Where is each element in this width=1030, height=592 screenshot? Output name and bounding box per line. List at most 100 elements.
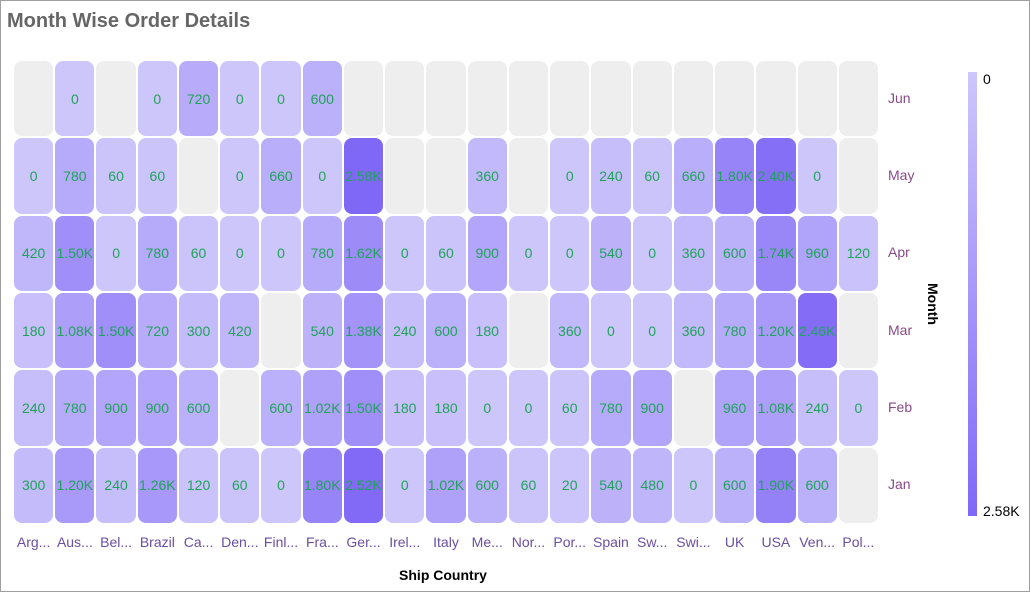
heatmap-cell[interactable]: 0 <box>14 138 54 214</box>
heatmap-cell[interactable]: 0 <box>591 293 631 369</box>
heatmap-cell[interactable]: 360 <box>550 293 590 369</box>
heatmap-cell[interactable]: 60 <box>632 138 672 214</box>
heatmap-cell[interactable]: 1.62K <box>343 215 384 291</box>
heatmap-cell[interactable]: 0 <box>220 215 260 291</box>
heatmap-cell[interactable] <box>508 138 549 214</box>
heatmap-cell[interactable]: 0 <box>220 138 260 214</box>
heatmap-cell[interactable]: 720 <box>137 293 177 369</box>
heatmap-cell[interactable]: 300 <box>14 447 54 523</box>
heatmap-cell[interactable] <box>508 293 549 369</box>
heatmap-cell[interactable] <box>14 61 54 137</box>
heatmap-cell[interactable]: 360 <box>673 293 714 369</box>
heatmap-cell[interactable]: 0 <box>838 370 878 446</box>
heatmap-cell[interactable]: 60 <box>550 370 590 446</box>
heatmap-cell[interactable]: 0 <box>261 215 301 291</box>
heatmap-cell[interactable]: 600 <box>715 215 755 291</box>
heatmap-cell[interactable] <box>385 138 425 214</box>
heatmap-cell[interactable]: 2.40K <box>756 138 796 214</box>
heatmap-cell[interactable]: 0 <box>673 447 714 523</box>
heatmap-cell[interactable]: 1.02K <box>426 447 466 523</box>
heatmap-cell[interactable]: 300 <box>178 293 219 369</box>
heatmap-cell[interactable]: 2.58K <box>343 138 384 214</box>
heatmap-cell[interactable]: 600 <box>467 447 507 523</box>
heatmap-cell[interactable] <box>591 61 631 137</box>
heatmap-cell[interactable]: 780 <box>55 138 95 214</box>
heatmap-cell[interactable]: 780 <box>137 215 177 291</box>
heatmap-cell[interactable]: 1.90K <box>756 447 796 523</box>
heatmap-cell[interactable]: 0 <box>508 215 549 291</box>
heatmap-cell[interactable]: 60 <box>426 215 466 291</box>
heatmap-cell[interactable]: 1.08K <box>756 370 796 446</box>
heatmap-cell[interactable] <box>632 61 672 137</box>
heatmap-cell[interactable] <box>426 138 466 214</box>
heatmap-cell[interactable]: 120 <box>178 447 219 523</box>
heatmap-cell[interactable] <box>715 61 755 137</box>
heatmap-cell[interactable] <box>261 293 301 369</box>
heatmap-cell[interactable] <box>343 61 384 137</box>
heatmap-cell[interactable]: 540 <box>302 293 342 369</box>
heatmap-cell[interactable]: 360 <box>673 215 714 291</box>
heatmap-cell[interactable]: 660 <box>261 138 301 214</box>
heatmap-cell[interactable]: 0 <box>302 138 342 214</box>
heatmap-cell[interactable] <box>756 61 796 137</box>
heatmap-cell[interactable]: 480 <box>632 447 672 523</box>
heatmap-cell[interactable]: 1.50K <box>343 370 384 446</box>
heatmap-cell[interactable]: 0 <box>261 61 301 137</box>
heatmap-cell[interactable]: 60 <box>508 447 549 523</box>
heatmap-cell[interactable]: 1.74K <box>756 215 796 291</box>
heatmap-cell[interactable]: 900 <box>137 370 177 446</box>
heatmap-cell[interactable]: 420 <box>220 293 260 369</box>
heatmap-cell[interactable]: 420 <box>14 215 54 291</box>
heatmap-cell[interactable]: 0 <box>220 61 260 137</box>
heatmap-cell[interactable]: 180 <box>14 293 54 369</box>
heatmap-cell[interactable]: 2.52K <box>343 447 384 523</box>
heatmap-cell[interactable] <box>508 61 549 137</box>
heatmap-cell[interactable]: 960 <box>715 370 755 446</box>
heatmap-cell[interactable] <box>838 293 878 369</box>
heatmap-cell[interactable]: 1.20K <box>55 447 95 523</box>
heatmap-cell[interactable]: 120 <box>838 215 878 291</box>
heatmap-cell[interactable]: 1.20K <box>756 293 796 369</box>
heatmap-cell[interactable] <box>550 61 590 137</box>
heatmap-cell[interactable]: 60 <box>178 215 219 291</box>
heatmap-cell[interactable] <box>178 138 219 214</box>
heatmap-cell[interactable]: 900 <box>632 370 672 446</box>
heatmap-cell[interactable]: 600 <box>797 447 837 523</box>
heatmap-cell[interactable]: 60 <box>220 447 260 523</box>
heatmap-cell[interactable] <box>426 61 466 137</box>
heatmap-cell[interactable]: 0 <box>137 61 177 137</box>
heatmap-cell[interactable]: 0 <box>55 61 95 137</box>
heatmap-cell[interactable]: 180 <box>385 370 425 446</box>
heatmap-cell[interactable]: 720 <box>178 61 219 137</box>
heatmap-cell[interactable]: 60 <box>96 138 136 214</box>
heatmap-cell[interactable]: 240 <box>797 370 837 446</box>
heatmap-cell[interactable]: 0 <box>508 370 549 446</box>
heatmap-cell[interactable]: 0 <box>261 447 301 523</box>
heatmap-cell[interactable]: 0 <box>550 215 590 291</box>
heatmap-cell[interactable]: 540 <box>591 447 631 523</box>
heatmap-cell[interactable] <box>220 370 260 446</box>
heatmap-cell[interactable]: 0 <box>632 215 672 291</box>
heatmap-cell[interactable]: 240 <box>96 447 136 523</box>
heatmap-cell[interactable]: 780 <box>55 370 95 446</box>
heatmap-cell[interactable]: 0 <box>632 293 672 369</box>
heatmap-cell[interactable]: 780 <box>591 370 631 446</box>
heatmap-cell[interactable]: 660 <box>673 138 714 214</box>
heatmap-cell[interactable]: 0 <box>467 370 507 446</box>
heatmap-cell[interactable]: 0 <box>797 138 837 214</box>
heatmap-cell[interactable]: 20 <box>550 447 590 523</box>
heatmap-cell[interactable]: 960 <box>797 215 837 291</box>
heatmap-cell[interactable] <box>797 61 837 137</box>
heatmap-cell[interactable]: 1.26K <box>137 447 177 523</box>
heatmap-cell[interactable]: 600 <box>261 370 301 446</box>
heatmap-cell[interactable] <box>467 61 507 137</box>
heatmap-cell[interactable]: 240 <box>591 138 631 214</box>
heatmap-cell[interactable] <box>838 447 878 523</box>
heatmap-cell[interactable]: 600 <box>715 447 755 523</box>
heatmap-cell[interactable]: 0 <box>550 138 590 214</box>
heatmap-cell[interactable]: 360 <box>467 138 507 214</box>
heatmap-cell[interactable]: 1.02K <box>302 370 342 446</box>
heatmap-cell[interactable]: 600 <box>178 370 219 446</box>
heatmap-cell[interactable]: 780 <box>715 293 755 369</box>
heatmap-cell[interactable] <box>673 61 714 137</box>
